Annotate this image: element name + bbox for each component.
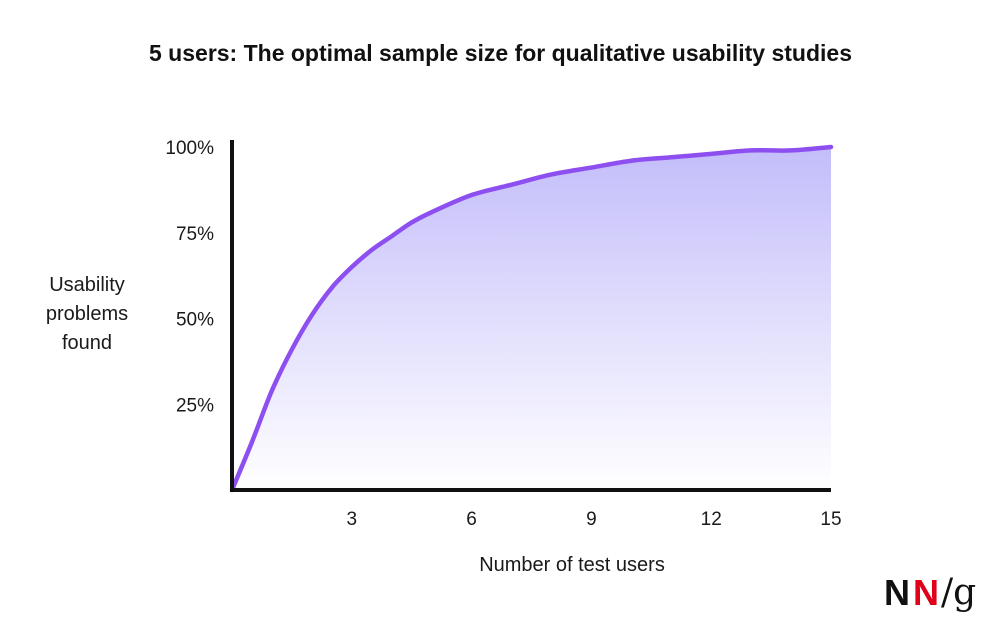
logo-letter: N xyxy=(884,572,910,613)
y-tick-label: 50% xyxy=(176,310,214,331)
x-axis-label: Number of test users xyxy=(479,554,665,576)
x-tick-label: 6 xyxy=(466,509,477,530)
y-axis-label-line: Usability xyxy=(49,274,125,296)
logo-letter: N xyxy=(913,572,939,613)
nng-logo: N N / g xyxy=(884,570,976,616)
area-fill xyxy=(232,147,831,490)
x-tick-label: 3 xyxy=(347,509,358,530)
series-line xyxy=(229,144,834,493)
chart-title: 5 users: The optimal sample size for qua… xyxy=(149,40,852,66)
x-tick-label: 12 xyxy=(701,509,722,530)
x-tick-label: 15 xyxy=(820,509,841,530)
y-axis-label-line: found xyxy=(61,332,113,354)
x-tick-label: 9 xyxy=(586,509,597,530)
logo-slash: / xyxy=(941,572,954,613)
y-tick-label: 75% xyxy=(176,224,214,245)
logo-letter: g xyxy=(953,572,977,613)
y-axis-label: Usability problems found xyxy=(24,271,150,358)
y-tick-label: 100% xyxy=(165,138,214,159)
y-axis-label-line: problems xyxy=(45,303,129,325)
y-tick-label: 25% xyxy=(176,395,214,416)
